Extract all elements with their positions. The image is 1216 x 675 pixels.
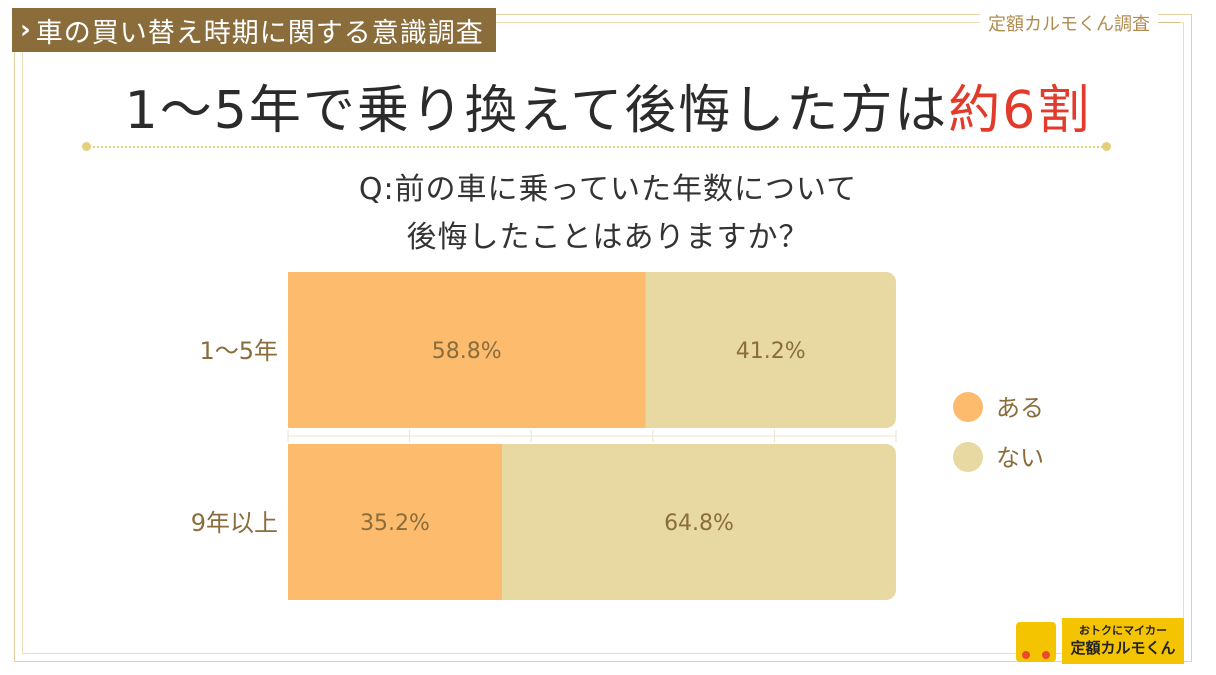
category-label: 9年以上 <box>191 509 278 537</box>
survey-tag-text: 車の買い替え時期に関する意識調査 <box>35 17 484 49</box>
divider-dot-right <box>1102 142 1111 151</box>
survey-tag: › 車の買い替え時期に関する意識調査 <box>12 8 496 52</box>
divider-dot-left <box>82 142 91 151</box>
question-line-1: Q:前の車に乗っていた年数について <box>358 172 858 207</box>
value-label: 64.8% <box>664 511 734 536</box>
bar-segment <box>645 272 896 428</box>
bar-segment-fill <box>645 272 658 428</box>
headline-accent: 約6割 <box>948 81 1092 141</box>
legend-swatch <box>953 392 983 422</box>
logo-name: 定額カルモくん <box>1070 639 1176 657</box>
wheel-icon <box>1022 651 1030 659</box>
question: Q:前の車に乗っていた年数について 後悔したことはありますか？ <box>0 166 1216 262</box>
headline-main: 1～5年で乗り換えて後悔した方は <box>124 81 949 141</box>
wheel-icon <box>1042 651 1050 659</box>
source-label: 定額カルモくん調査 <box>980 10 1158 36</box>
value-label: 41.2% <box>736 339 806 364</box>
logo-box: おトクにマイカー 定額カルモくん <box>1062 618 1184 664</box>
value-label: 35.2% <box>360 511 430 536</box>
inner-frame <box>22 22 1184 654</box>
brand-logo: おトクにマイカー 定額カルモくん <box>1016 618 1184 664</box>
bar-segment <box>288 444 503 600</box>
legend-swatch <box>953 442 983 472</box>
bar-segment <box>288 272 646 428</box>
outer-frame <box>14 14 1192 662</box>
question-line-2: 後悔したことはありますか？ <box>406 220 810 255</box>
source-line <box>1158 22 1180 23</box>
value-label: 58.8% <box>432 339 502 364</box>
bar-segment-fill <box>502 444 515 600</box>
dotted-divider <box>86 146 1106 148</box>
car-logo-icon <box>1016 622 1056 662</box>
bar-segment <box>502 444 896 600</box>
headline: 1～5年で乗り換えて後悔した方は約6割 <box>0 68 1216 143</box>
category-label: 1～5年 <box>199 337 278 365</box>
legend-label: ある <box>996 394 1044 422</box>
chevron-right-icon: › <box>20 15 32 45</box>
logo-tagline: おトクにマイカー <box>1079 624 1167 637</box>
legend-label: ない <box>996 444 1044 472</box>
